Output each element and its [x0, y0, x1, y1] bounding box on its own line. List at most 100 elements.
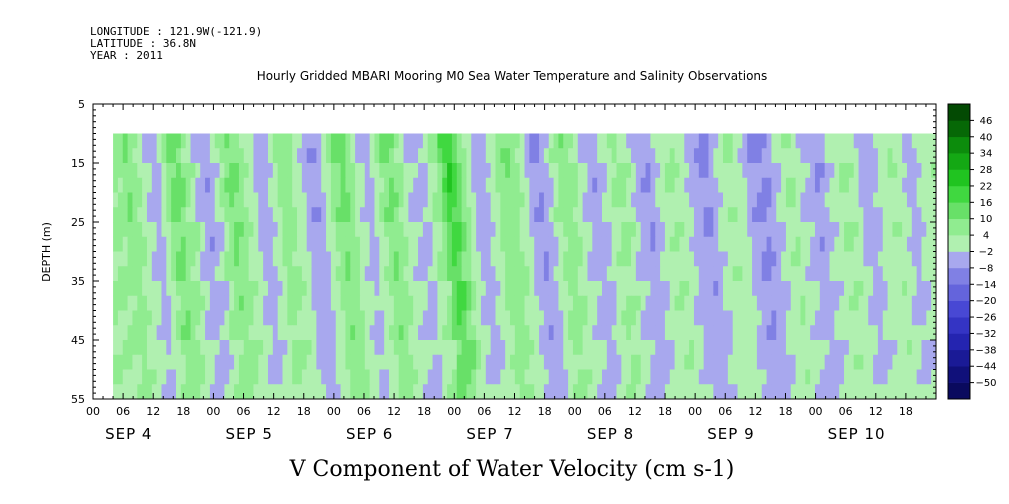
- heatmap-cell: [142, 236, 148, 252]
- heatmap-cell: [335, 222, 341, 238]
- heatmap-cell: [190, 222, 196, 238]
- heatmap-cell: [398, 192, 404, 208]
- heatmap-cell: [442, 295, 448, 311]
- heatmap-cell: [732, 281, 738, 297]
- heatmap-cell: [330, 354, 337, 370]
- heatmap-cell: [156, 236, 162, 252]
- heatmap-cell: [703, 133, 709, 149]
- heatmap-cell: [766, 340, 772, 356]
- heatmap-cell: [316, 207, 322, 223]
- heatmap-cell: [451, 236, 458, 252]
- heatmap-cell: [645, 369, 651, 385]
- heatmap-cell: [248, 192, 254, 208]
- heatmap-cell: [301, 295, 308, 311]
- heatmap-cell: [340, 222, 346, 238]
- heatmap-cell: [282, 340, 288, 356]
- heatmap-cell: [592, 281, 598, 297]
- heatmap-cell: [873, 295, 879, 311]
- heatmap-cell: [534, 354, 540, 370]
- heatmap-cell: [723, 177, 729, 193]
- heatmap-cell: [195, 384, 201, 400]
- heatmap-cell: [359, 354, 366, 370]
- heatmap-cell: [601, 177, 608, 193]
- heatmap-cell: [219, 310, 225, 326]
- heatmap-cell: [200, 236, 206, 252]
- heatmap-cell: [258, 163, 264, 179]
- heatmap-cell: [742, 251, 748, 267]
- heatmap-cell: [785, 192, 792, 208]
- heatmap-cell: [408, 369, 414, 385]
- heatmap-cell: [834, 251, 840, 267]
- heatmap-cell: [190, 236, 196, 252]
- heatmap-cell: [258, 340, 264, 356]
- heatmap-cell: [200, 310, 206, 326]
- heatmap-cell: [316, 148, 322, 164]
- heatmap-cell: [708, 192, 714, 208]
- heatmap-cell: [597, 281, 603, 297]
- heatmap-cell: [287, 340, 293, 356]
- heatmap-cell: [844, 192, 850, 208]
- heatmap-cell: [543, 384, 550, 400]
- heatmap-cell: [601, 207, 608, 223]
- heatmap-cell: [437, 192, 443, 208]
- heatmap-cell: [873, 148, 879, 164]
- heatmap-cell: [292, 192, 298, 208]
- heatmap-cell: [151, 163, 158, 179]
- heatmap-cell: [456, 295, 463, 311]
- heatmap-cell: [437, 340, 443, 356]
- heatmap-cell: [505, 177, 511, 193]
- heatmap-cell: [209, 251, 216, 267]
- heatmap-cell: [572, 192, 579, 208]
- heatmap-cell: [166, 177, 172, 193]
- heatmap-cell: [882, 281, 888, 297]
- heatmap-cell: [418, 325, 424, 341]
- heatmap-cell: [839, 384, 845, 400]
- heatmap-cell: [403, 310, 409, 326]
- heatmap-cell: [374, 148, 380, 164]
- heatmap-cell: [176, 133, 182, 149]
- heatmap-cell: [655, 325, 661, 341]
- heatmap-cell: [297, 340, 303, 356]
- heatmap-cell: [693, 236, 700, 252]
- heatmap-cell: [931, 369, 937, 385]
- heatmap-cell: [369, 266, 375, 282]
- heatmap-cell: [693, 384, 700, 400]
- heatmap-cell: [272, 310, 279, 326]
- heatmap-cell: [723, 192, 729, 208]
- heatmap-cell: [490, 133, 496, 149]
- heatmap-cell: [713, 236, 719, 252]
- heatmap-cell: [117, 251, 124, 267]
- heatmap-cell: [146, 354, 153, 370]
- heatmap-cell: [848, 369, 855, 385]
- heatmap-cell: [151, 251, 158, 267]
- heatmap-cell: [137, 384, 143, 400]
- heatmap-cell: [679, 281, 685, 297]
- heatmap-cell: [621, 177, 627, 193]
- heatmap-cell: [195, 310, 201, 326]
- heatmap-cell: [229, 266, 235, 282]
- heatmap-cell: [805, 236, 811, 252]
- heatmap-cell: [727, 163, 734, 179]
- heatmap-cell: [529, 192, 535, 208]
- heatmap-cell: [122, 177, 128, 193]
- heatmap-cell: [582, 281, 588, 297]
- heatmap-cell: [253, 266, 259, 282]
- heatmap-cell: [451, 310, 458, 326]
- heatmap-cell: [877, 310, 884, 326]
- heatmap-cell: [718, 163, 724, 179]
- colorbar-label: 16: [980, 198, 993, 209]
- heatmap-cell: [800, 295, 806, 311]
- heatmap-cell: [345, 354, 351, 370]
- heatmap-cell: [214, 325, 220, 341]
- heatmap-cell: [113, 148, 119, 164]
- heatmap-cell: [800, 207, 806, 223]
- heatmap-cell: [771, 281, 777, 297]
- heatmap-cell: [814, 192, 821, 208]
- heatmap-cell: [873, 192, 879, 208]
- heatmap-cell: [785, 251, 792, 267]
- heatmap-cell: [379, 236, 385, 252]
- x-tick-label: 18: [538, 405, 552, 418]
- heatmap-cell: [301, 177, 308, 193]
- heatmap-cell: [326, 236, 332, 252]
